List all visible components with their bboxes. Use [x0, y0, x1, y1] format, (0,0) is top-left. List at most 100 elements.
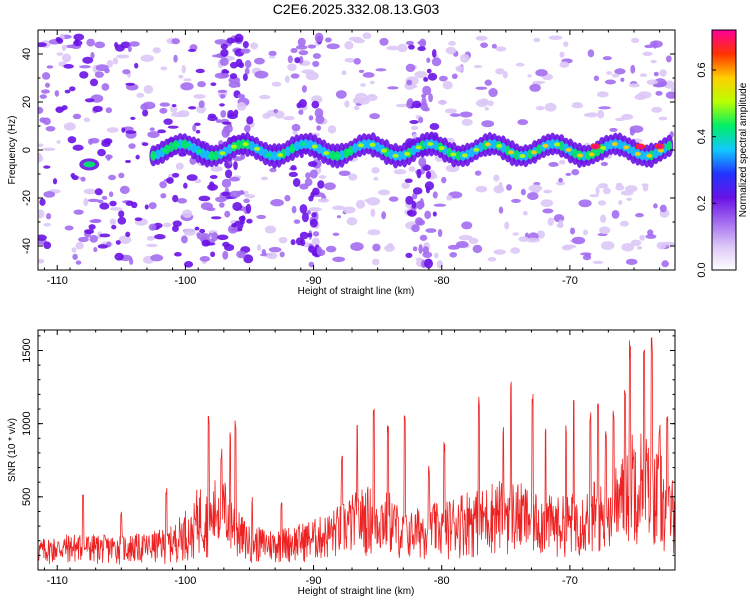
- heatmap-purple-patch: [224, 210, 231, 218]
- heatmap-streak-blob: [428, 93, 433, 103]
- heatmap-noise-blob: [358, 69, 365, 73]
- heatmap-noise-blob: [484, 106, 489, 111]
- heatmap-streak-blob: [409, 119, 419, 125]
- heatmap-ridge-core: [381, 148, 388, 153]
- heatmap-noise-blob: [527, 74, 532, 78]
- heatmap-noise-blob: [89, 234, 98, 243]
- heatmap-purple-patch: [129, 41, 140, 47]
- heatmap-noise-blob: [290, 73, 300, 79]
- heatmap-noise-blob: [637, 91, 652, 99]
- heatmap-purple-patch: [134, 62, 139, 69]
- heatmap-noise-blob: [439, 75, 448, 82]
- heatmap-purple-patch: [105, 107, 113, 114]
- heatmap-purple-patch: [203, 242, 216, 246]
- heatmap-noise-blob: [271, 81, 282, 87]
- heatmap-purple-patch: [97, 244, 109, 249]
- heatmap-noise-blob: [369, 80, 375, 85]
- heatmap-purple-patch: [141, 142, 149, 147]
- heatmap-ridge-core: [496, 143, 503, 148]
- heatmap-noise-blob: [639, 73, 648, 77]
- heatmap-purple-patch: [41, 89, 50, 94]
- heatmap-noise-blob: [595, 186, 600, 195]
- heatmap-noise-blob: [548, 35, 563, 40]
- heatmap-noise-blob: [162, 222, 172, 228]
- heatmap-purple-patch: [210, 216, 222, 220]
- heatmap-streak-blob: [408, 44, 415, 50]
- heatmap-ridge-core: [519, 153, 526, 158]
- heatmap-purple-patch: [121, 127, 126, 133]
- heatmap-streak-blob: [308, 261, 315, 268]
- heatmap-streak-blob: [426, 57, 431, 63]
- heatmap-purple-patch: [142, 109, 149, 117]
- heatmap-noise-blob: [670, 87, 675, 92]
- heatmap-ridge-body: [581, 150, 587, 161]
- heatmap-streak-blob: [311, 212, 317, 218]
- heatmap-noise-blob: [38, 258, 45, 264]
- heatmap-ridge-core: [334, 153, 341, 158]
- heatmap-streak-blob: [294, 57, 301, 64]
- heatmap-noise-blob: [468, 237, 479, 244]
- heatmap-noise-blob: [344, 41, 354, 50]
- heatmap-noise-blob: [493, 249, 506, 255]
- heatmap-noise-blob: [448, 41, 456, 46]
- heatmap-noise-blob: [449, 113, 461, 117]
- heatmap-streak-blob: [406, 98, 414, 108]
- heatmap-streak-blob: [225, 169, 233, 179]
- heatmap-purple-patch: [108, 174, 117, 181]
- heatmap-noise-blob: [472, 244, 483, 254]
- heatmap-noise-blob: [592, 260, 604, 265]
- heatmap-streak-blob: [240, 48, 251, 54]
- heatmap-noise-blob: [558, 159, 566, 165]
- heatmap-noise-blob: [318, 175, 327, 179]
- snr-x-tick-label: -90: [306, 575, 322, 587]
- heatmap-noise-blob: [118, 235, 132, 244]
- heatmap-purple-patch: [194, 122, 201, 127]
- heatmap-ridge-core: [484, 142, 491, 147]
- heatmap-purple-patch: [109, 200, 117, 207]
- heatmap-purple-patch: [128, 143, 136, 149]
- heatmap-purple-patch: [46, 65, 54, 69]
- heatmap-streak-blob: [295, 237, 303, 246]
- heatmap-noise-blob: [487, 100, 494, 107]
- heatmap-ridge-core: [473, 147, 480, 152]
- heatmap-noise-blob: [555, 181, 566, 186]
- heatmap-noise-blob: [146, 243, 158, 248]
- heatmap-purple-patch: [73, 39, 83, 47]
- heatmap-streak-blob: [416, 168, 422, 179]
- heatmap-ridge-body: [491, 139, 498, 150]
- heatmap-noise-blob: [384, 244, 396, 252]
- heatmap-noise-blob: [283, 116, 295, 121]
- heatmap-noise-blob: [43, 222, 51, 227]
- heatmap-streak-blob: [317, 180, 325, 189]
- heatmap-noise-blob: [268, 246, 282, 253]
- heatmap-noise-blob: [611, 209, 620, 219]
- heatmap-purple-patch: [99, 202, 110, 210]
- heatmap-noise-blob: [244, 125, 251, 133]
- heatmap-ridge-core: [277, 153, 284, 158]
- heatmap-streak-blob: [298, 109, 304, 115]
- heatmap-noise-blob: [109, 207, 123, 211]
- heatmap-purple-patch: [69, 86, 76, 92]
- heatmap-streak-blob: [246, 218, 253, 224]
- heatmap-noise-blob: [459, 111, 473, 118]
- heatmap-noise-blob: [445, 164, 460, 173]
- heatmap-noise-blob: [517, 119, 529, 126]
- heatmap-noise-blob: [387, 86, 399, 90]
- heatmap-noise-blob: [635, 213, 644, 218]
- heatmap-purple-patch: [43, 191, 56, 198]
- heatmap-noise-blob: [571, 236, 586, 245]
- heatmap-purple-patch: [222, 121, 232, 125]
- heatmap-noise-blob: [535, 69, 548, 77]
- heatmap-streak-blob: [233, 161, 238, 171]
- heatmap-noise-blob: [642, 184, 649, 192]
- heatmap-noise-blob: [602, 187, 611, 195]
- heatmap-streak-blob: [245, 203, 252, 214]
- heatmap-noise-blob: [480, 42, 489, 48]
- heatmap-purple-patch: [130, 116, 136, 121]
- heatmap-ridge-body: [293, 141, 300, 152]
- heatmap-isolated-blob-core: [83, 161, 96, 168]
- heatmap-ridge-core: [323, 151, 330, 156]
- heatmap-noise-blob: [112, 57, 119, 65]
- heatmap-noise-blob: [78, 236, 89, 243]
- heatmap-noise-blob: [611, 73, 620, 78]
